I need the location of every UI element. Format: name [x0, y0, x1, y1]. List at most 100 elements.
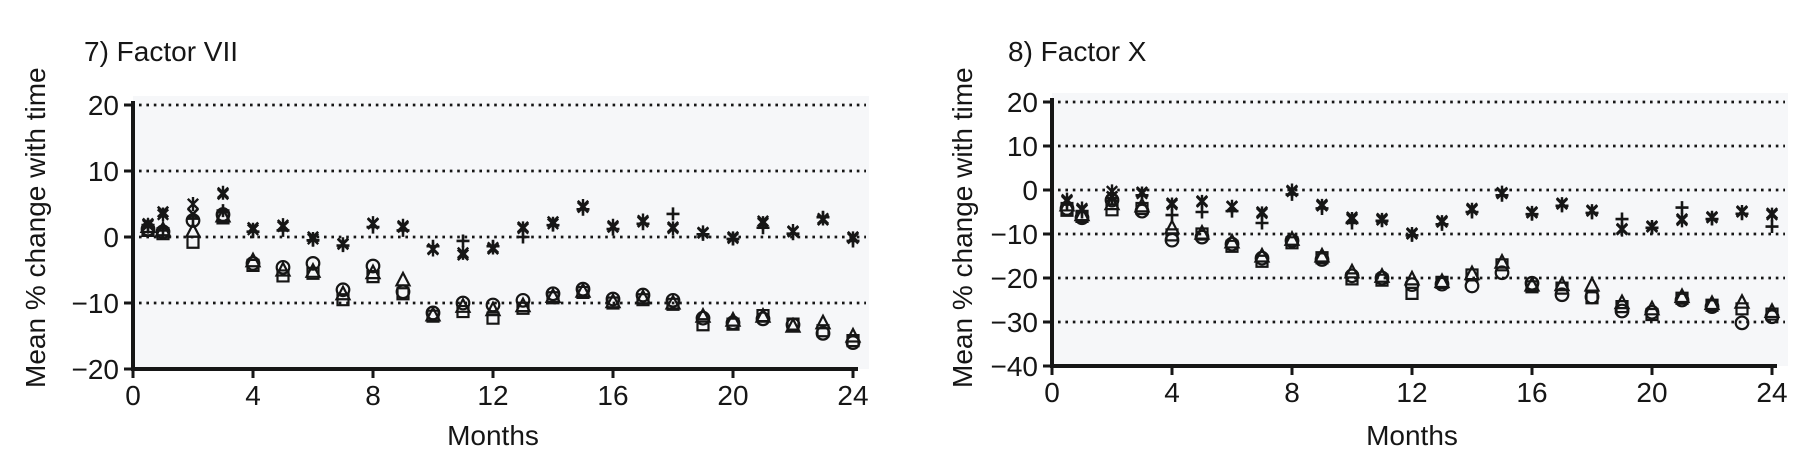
series-square — [1060, 201, 1779, 322]
gridlines — [139, 103, 866, 305]
data-point — [1555, 197, 1569, 212]
data-point — [1283, 229, 1301, 246]
data-point — [574, 281, 592, 298]
data-point — [1525, 205, 1539, 220]
data-point — [1554, 287, 1570, 303]
data-point — [664, 293, 682, 310]
x-tick-label: 0 — [125, 380, 141, 411]
y-tick-label: 0 — [103, 222, 119, 253]
x-tick-label: 20 — [1636, 377, 1667, 408]
data-point — [426, 309, 440, 323]
data-point — [1675, 291, 1689, 305]
data-point — [1135, 201, 1149, 216]
data-point — [1733, 292, 1751, 309]
data-point — [846, 231, 860, 246]
x-tick-label: 4 — [1164, 377, 1180, 408]
data-point — [1104, 192, 1120, 208]
data-point — [336, 293, 350, 307]
data-point — [1315, 251, 1329, 265]
data-point — [1225, 199, 1239, 214]
data-point — [1494, 265, 1510, 281]
data-point — [304, 261, 322, 278]
data-point — [1195, 194, 1209, 209]
data-point — [604, 292, 622, 309]
x-tick-label: 12 — [1396, 377, 1427, 408]
data-point — [816, 211, 830, 226]
data-point — [156, 227, 170, 241]
data-point — [306, 231, 320, 246]
data-point — [546, 216, 560, 231]
x-tick-label: 4 — [245, 380, 261, 411]
data-point — [246, 222, 260, 237]
y-axis: 20 10 0 −10 −20 — [72, 90, 135, 385]
data-point — [485, 297, 501, 313]
data-point — [544, 287, 562, 303]
y-axis: 20 10 0 −10 −20 −30 −40 — [991, 87, 1054, 382]
data-point — [1705, 298, 1719, 312]
data-point — [1345, 272, 1359, 286]
data-point — [456, 304, 470, 319]
data-point — [1375, 212, 1389, 227]
data-point — [484, 300, 502, 317]
y-tick-label: 10 — [88, 156, 119, 187]
data-point — [786, 224, 800, 239]
data-point — [424, 305, 442, 322]
data-point — [666, 221, 680, 236]
data-point — [1765, 307, 1779, 321]
data-point — [726, 231, 740, 246]
data-point — [1765, 207, 1779, 222]
x-tick-label: 8 — [1284, 377, 1300, 408]
data-point — [336, 237, 350, 252]
y-tick-label: −40 — [991, 351, 1039, 382]
data-point — [1555, 281, 1569, 295]
data-point — [576, 198, 590, 213]
data-point — [636, 213, 650, 228]
y-tick-label: −30 — [991, 307, 1039, 338]
data-point — [1735, 302, 1749, 316]
data-point — [816, 324, 830, 338]
data-point — [1763, 302, 1781, 319]
data-point — [216, 211, 230, 225]
data-point — [546, 291, 560, 305]
data-point — [1133, 196, 1151, 213]
x-axis-label: Months — [1366, 420, 1458, 451]
data-point — [756, 308, 770, 323]
data-point — [246, 258, 260, 272]
data-point — [1703, 294, 1721, 311]
data-point — [1345, 212, 1359, 227]
x-tick-label: 16 — [597, 380, 628, 411]
data-point — [695, 310, 711, 326]
data-point — [814, 313, 832, 330]
x-tick-label: 20 — [717, 380, 748, 411]
data-point — [214, 206, 232, 223]
data-point — [396, 287, 410, 301]
data-point — [1105, 203, 1119, 217]
data-point — [456, 234, 470, 248]
data-point — [786, 317, 800, 331]
data-point — [1435, 215, 1449, 230]
data-point — [1163, 218, 1181, 235]
data-point — [1585, 291, 1599, 305]
plot-area — [133, 96, 869, 369]
data-point — [1073, 205, 1091, 222]
data-point — [486, 240, 500, 255]
y-tick-label: 0 — [1022, 175, 1038, 206]
data-point — [216, 185, 230, 200]
data-point — [666, 297, 680, 311]
data-point — [784, 316, 802, 333]
gridlines — [1058, 100, 1785, 324]
data-point — [846, 334, 860, 348]
data-point — [1225, 239, 1239, 253]
data-point — [426, 242, 440, 257]
x-tick-label: 24 — [837, 380, 868, 411]
data-point — [1523, 275, 1541, 292]
data-point — [1315, 198, 1329, 213]
y-tick-label: −20 — [72, 354, 120, 385]
data-point — [1495, 185, 1509, 200]
y-tick-label: 20 — [88, 90, 119, 121]
y-tick-label: −20 — [991, 263, 1039, 294]
data-point — [1465, 202, 1479, 217]
y-tick-label: −10 — [991, 219, 1039, 250]
data-point — [1343, 262, 1361, 279]
